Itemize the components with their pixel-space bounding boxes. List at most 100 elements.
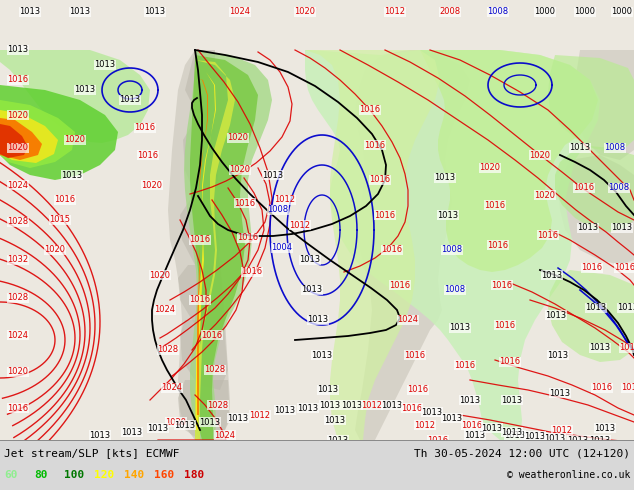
Text: 1024: 1024 <box>398 316 418 324</box>
Text: 1020: 1020 <box>230 166 250 174</box>
Polygon shape <box>197 78 208 415</box>
Text: 1020: 1020 <box>141 180 162 190</box>
Text: 1013: 1013 <box>318 386 339 394</box>
Text: 1013: 1013 <box>228 414 249 422</box>
Text: 1016: 1016 <box>427 436 449 444</box>
Text: 1008: 1008 <box>488 7 508 17</box>
Text: 1024: 1024 <box>8 330 29 340</box>
Text: 1013: 1013 <box>441 414 463 422</box>
Text: 1013: 1013 <box>569 144 590 152</box>
Polygon shape <box>548 55 634 152</box>
Text: 1016: 1016 <box>619 343 634 352</box>
Text: 1028: 1028 <box>8 294 29 302</box>
Text: 1013: 1013 <box>200 417 221 426</box>
Text: 1016: 1016 <box>382 245 403 254</box>
Text: 1020: 1020 <box>228 133 249 143</box>
Text: 140: 140 <box>124 470 145 480</box>
Polygon shape <box>0 85 118 180</box>
Text: 1013: 1013 <box>618 303 634 313</box>
Text: 160: 160 <box>154 470 174 480</box>
Text: 1028: 1028 <box>8 218 29 226</box>
Text: 1004: 1004 <box>271 244 292 252</box>
Polygon shape <box>185 50 215 120</box>
Text: 1013: 1013 <box>74 85 96 95</box>
Polygon shape <box>0 110 58 163</box>
Text: 1013: 1013 <box>342 400 363 410</box>
Text: 1016: 1016 <box>401 403 423 413</box>
Text: 1016: 1016 <box>235 198 256 207</box>
Polygon shape <box>0 118 42 160</box>
Text: 1020: 1020 <box>8 111 29 120</box>
Text: 1016: 1016 <box>592 384 612 392</box>
Text: 1013: 1013 <box>434 173 456 182</box>
Text: 1013: 1013 <box>501 395 522 405</box>
Text: 1012: 1012 <box>552 425 573 435</box>
Text: 1016: 1016 <box>462 420 482 430</box>
Text: 1016: 1016 <box>55 196 75 204</box>
Text: 1016: 1016 <box>455 361 476 369</box>
Text: 1013: 1013 <box>311 350 333 360</box>
Polygon shape <box>196 70 216 430</box>
Text: 1020: 1020 <box>44 245 65 254</box>
Text: 1016: 1016 <box>614 264 634 272</box>
Polygon shape <box>190 55 258 440</box>
Text: 1013: 1013 <box>382 400 403 410</box>
Polygon shape <box>183 120 218 200</box>
Polygon shape <box>178 265 224 330</box>
Text: 1013: 1013 <box>460 395 481 405</box>
Text: 1016: 1016 <box>488 241 508 249</box>
Text: 1013: 1013 <box>119 96 141 104</box>
Text: 1020: 1020 <box>479 164 500 172</box>
Text: 1013: 1013 <box>89 431 110 440</box>
Text: 1028: 1028 <box>204 366 226 374</box>
Text: 1016: 1016 <box>238 234 259 243</box>
Text: 1020: 1020 <box>65 136 86 145</box>
Text: Jet stream/SLP [kts] ECMWF: Jet stream/SLP [kts] ECMWF <box>4 448 179 458</box>
Text: 1020: 1020 <box>295 7 316 17</box>
Text: 1016: 1016 <box>375 211 396 220</box>
Text: 1016: 1016 <box>134 123 155 132</box>
Text: 1013: 1013 <box>578 223 598 232</box>
Text: 1016: 1016 <box>484 200 505 210</box>
Text: 1008: 1008 <box>604 144 626 152</box>
Text: 1013: 1013 <box>465 431 486 440</box>
Text: 1013: 1013 <box>61 171 82 179</box>
Text: 1012: 1012 <box>250 411 271 419</box>
Text: 1016: 1016 <box>8 75 29 84</box>
Text: 1013: 1013 <box>70 7 91 17</box>
Text: 1016: 1016 <box>621 384 634 392</box>
Text: 1016: 1016 <box>190 236 210 245</box>
Text: 100: 100 <box>64 470 84 480</box>
Text: 1008: 1008 <box>609 183 630 193</box>
Bar <box>0 440 634 490</box>
Text: 1020: 1020 <box>8 368 29 376</box>
Text: 1012: 1012 <box>361 400 382 410</box>
Text: 1000: 1000 <box>534 7 555 17</box>
Polygon shape <box>0 50 150 143</box>
Text: 1016: 1016 <box>408 386 429 394</box>
Text: 80: 80 <box>34 470 48 480</box>
Text: 1013: 1013 <box>437 211 458 220</box>
Polygon shape <box>548 270 634 362</box>
Text: 1000: 1000 <box>612 7 633 17</box>
Text: 1013: 1013 <box>541 270 562 279</box>
Text: 1013: 1013 <box>299 255 321 265</box>
Text: 1020: 1020 <box>8 144 29 152</box>
Text: 1013: 1013 <box>585 303 607 313</box>
Polygon shape <box>355 50 470 440</box>
Polygon shape <box>184 50 272 440</box>
Text: 1013: 1013 <box>590 436 611 444</box>
Text: 1013: 1013 <box>550 389 571 397</box>
Text: 1013: 1013 <box>297 403 318 413</box>
Text: 1013: 1013 <box>524 432 546 441</box>
Text: 1016: 1016 <box>370 175 391 185</box>
Text: 1013: 1013 <box>327 436 349 444</box>
Text: 1013: 1013 <box>94 60 115 70</box>
Text: 1016: 1016 <box>573 183 595 193</box>
Text: 1013: 1013 <box>262 171 283 179</box>
Text: 1020: 1020 <box>165 417 186 426</box>
Text: 1013: 1013 <box>501 427 522 437</box>
Text: 1020: 1020 <box>534 191 555 199</box>
Text: 1012: 1012 <box>290 220 311 229</box>
Polygon shape <box>558 155 634 265</box>
